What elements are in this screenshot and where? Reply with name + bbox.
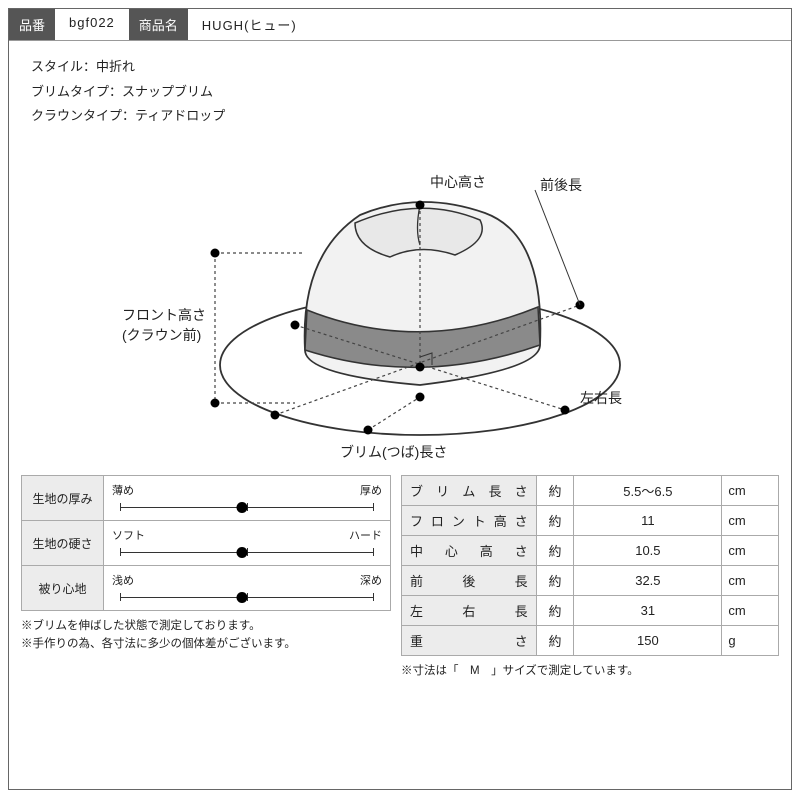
slider-row: 被り心地 浅め深め xyxy=(22,566,391,611)
measure-value: 10.5 xyxy=(574,536,722,566)
slider-cell: 浅め深め xyxy=(104,566,391,611)
slider-note-1: ※ブリムを伸ばした状態で測定しております。 xyxy=(21,617,391,635)
hat-svg: 中心高さ 前後長 左右長 ブリム(つば)長さ フロント高さ (クラウン前) xyxy=(120,135,680,475)
slider-label: 生地の硬さ xyxy=(22,521,104,566)
slider-table: 生地の厚み 薄め厚め 生地の硬さ ソフトハード 被り心地 浅め深め xyxy=(21,475,391,611)
slider-row: 生地の硬さ ソフトハード xyxy=(22,521,391,566)
spec-crown: クラウンタイプ：ティアドロップ xyxy=(31,104,769,129)
measure-value: 32.5 xyxy=(574,566,722,596)
spec-style: スタイル：中折れ xyxy=(31,55,769,80)
measure-approx: 約 xyxy=(536,626,574,656)
slider-note-2: ※手作りの為、各寸法に多少の個体差がございます。 xyxy=(21,635,391,653)
measure-label: ブリム長さ xyxy=(402,476,537,506)
measure-label: 重さ xyxy=(402,626,537,656)
measure-value: 5.5～6.5 xyxy=(574,476,722,506)
measure-row: フロント高さ 約 11 cm xyxy=(402,506,779,536)
measure-table: ブリム長さ 約 5.5～6.5 cm フロント高さ 約 11 cm 中心高さ 約… xyxy=(401,475,779,656)
name-value: HUGH(ヒュー) xyxy=(188,9,311,40)
measure-approx: 約 xyxy=(536,566,574,596)
measure-unit: cm xyxy=(722,536,779,566)
measure-label: 左右長 xyxy=(402,596,537,626)
slider-cell: 薄め厚め xyxy=(104,476,391,521)
lbl-center-height: 中心高さ xyxy=(430,174,486,190)
measure-approx: 約 xyxy=(536,536,574,566)
code-value: bgf022 xyxy=(55,9,129,40)
measure-row: 中心高さ 約 10.5 cm xyxy=(402,536,779,566)
slider-label: 被り心地 xyxy=(22,566,104,611)
lbl-front-back: 前後長 xyxy=(540,177,582,193)
measure-unit: cm xyxy=(722,506,779,536)
measure-approx: 約 xyxy=(536,506,574,536)
measure-approx: 約 xyxy=(536,476,574,506)
measurements-panel: ブリム長さ 約 5.5～6.5 cm フロント高さ 約 11 cm 中心高さ 約… xyxy=(401,475,779,680)
measure-label: 前後長 xyxy=(402,566,537,596)
spec-brim: ブリムタイプ：スナップブリム xyxy=(31,80,769,105)
measure-value: 31 xyxy=(574,596,722,626)
measure-note: ※寸法は「 M 」サイズで測定しています。 xyxy=(401,662,779,680)
measure-row: 重さ 約 150 g xyxy=(402,626,779,656)
header-bar: 品番 bgf022 商品名 HUGH(ヒュー) xyxy=(9,9,791,41)
lbl-front-height-1: フロント高さ xyxy=(122,307,206,323)
slider-row: 生地の厚み 薄め厚め xyxy=(22,476,391,521)
measure-unit: cm xyxy=(722,566,779,596)
lbl-left-right: 左右長 xyxy=(580,390,622,406)
measure-row: ブリム長さ 約 5.5～6.5 cm xyxy=(402,476,779,506)
bottom-section: 生地の厚み 薄め厚め 生地の硬さ ソフトハード 被り心地 浅め深め xyxy=(9,475,791,688)
spec-sheet: 品番 bgf022 商品名 HUGH(ヒュー) スタイル：中折れ ブリムタイプ：… xyxy=(8,8,792,790)
slider-label: 生地の厚み xyxy=(22,476,104,521)
measure-value: 150 xyxy=(574,626,722,656)
measure-unit: cm xyxy=(722,476,779,506)
lbl-front-height-2: (クラウン前) xyxy=(122,327,201,343)
measure-value: 11 xyxy=(574,506,722,536)
name-label: 商品名 xyxy=(129,9,188,40)
measure-label: 中心高さ xyxy=(402,536,537,566)
measure-label: フロント高さ xyxy=(402,506,537,536)
measure-unit: g xyxy=(722,626,779,656)
style-specs: スタイル：中折れ ブリムタイプ：スナップブリム クラウンタイプ：ティアドロップ xyxy=(9,41,791,135)
sliders-panel: 生地の厚み 薄め厚め 生地の硬さ ソフトハード 被り心地 浅め深め xyxy=(21,475,391,680)
slider-notes: ※ブリムを伸ばした状態で測定しております。 ※手作りの為、各寸法に多少の個体差が… xyxy=(21,617,391,654)
slider-cell: ソフトハード xyxy=(104,521,391,566)
lbl-brim-length: ブリム(つば)長さ xyxy=(340,444,447,460)
measure-row: 左右長 約 31 cm xyxy=(402,596,779,626)
measure-row: 前後長 約 32.5 cm xyxy=(402,566,779,596)
code-label: 品番 xyxy=(9,9,55,40)
measure-approx: 約 xyxy=(536,596,574,626)
hat-diagram: 中心高さ 前後長 左右長 ブリム(つば)長さ フロント高さ (クラウン前) xyxy=(9,135,791,475)
measure-unit: cm xyxy=(722,596,779,626)
